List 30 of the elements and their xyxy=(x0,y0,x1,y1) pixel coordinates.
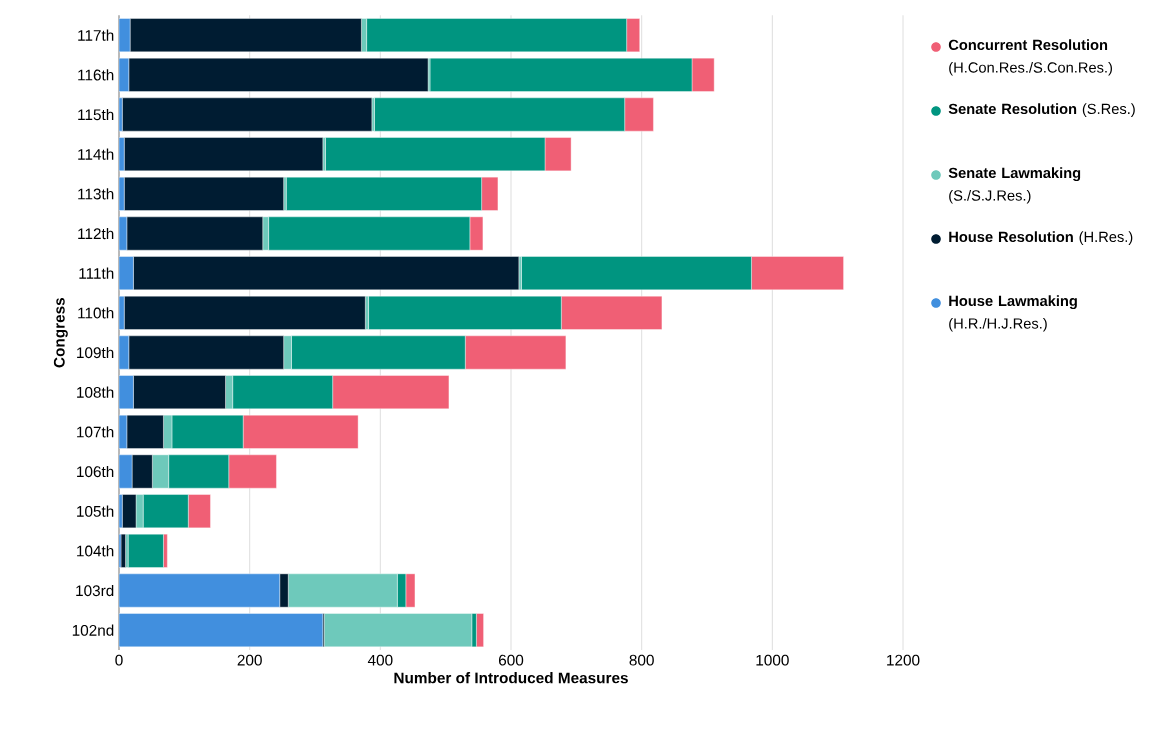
legend-label: Senate Lawmaking (S./S.J.Res.) xyxy=(948,167,1081,204)
x-tick-label: 0 xyxy=(115,654,123,666)
y-tick-label: 117th xyxy=(78,29,114,41)
legend-label: House Lawmaking (H.R./H.J.Res.) xyxy=(949,295,1077,332)
y-axis-title: Congress xyxy=(53,297,68,368)
y-tick-label: 110th xyxy=(78,307,114,319)
y-tick-label: 115th xyxy=(78,108,114,121)
y-tick-label: 109th xyxy=(77,346,114,359)
y-tick-label: 113th xyxy=(78,188,114,200)
y-tick-label: 114th xyxy=(78,148,114,160)
y-tick-label: 108th xyxy=(77,386,114,398)
y-tick-label: 116th xyxy=(78,69,114,81)
y-tick-label: 106th xyxy=(77,465,114,478)
x-axis-title: Number of Introduced Measures xyxy=(394,672,628,684)
y-tick-label: 104th xyxy=(77,545,114,557)
y-tick-label: 105th xyxy=(77,505,114,517)
legend-label: Senate Resolution (S.Res.) xyxy=(948,103,1135,117)
legend-label: Concurrent Resolution (H.Con.Res./S.Con.Res.) xyxy=(948,39,1112,76)
y-tick-label: 111th xyxy=(79,267,114,279)
y-tick-label: 103rd xyxy=(76,584,114,597)
x-tick-label: 1000 xyxy=(756,654,789,666)
legend-label: House Resolution (H.Res.) xyxy=(949,231,1133,245)
x-tick-label: 400 xyxy=(367,654,393,666)
y-tick-label: 112th xyxy=(78,227,114,240)
y-tick-label: 102nd xyxy=(72,624,114,636)
x-tick-label: 800 xyxy=(629,654,654,666)
x-tick-label: 1200 xyxy=(887,654,920,666)
y-tick-label: 107th xyxy=(77,426,114,438)
x-tick-label: 200 xyxy=(237,654,262,666)
x-tick-label: 600 xyxy=(498,654,524,666)
